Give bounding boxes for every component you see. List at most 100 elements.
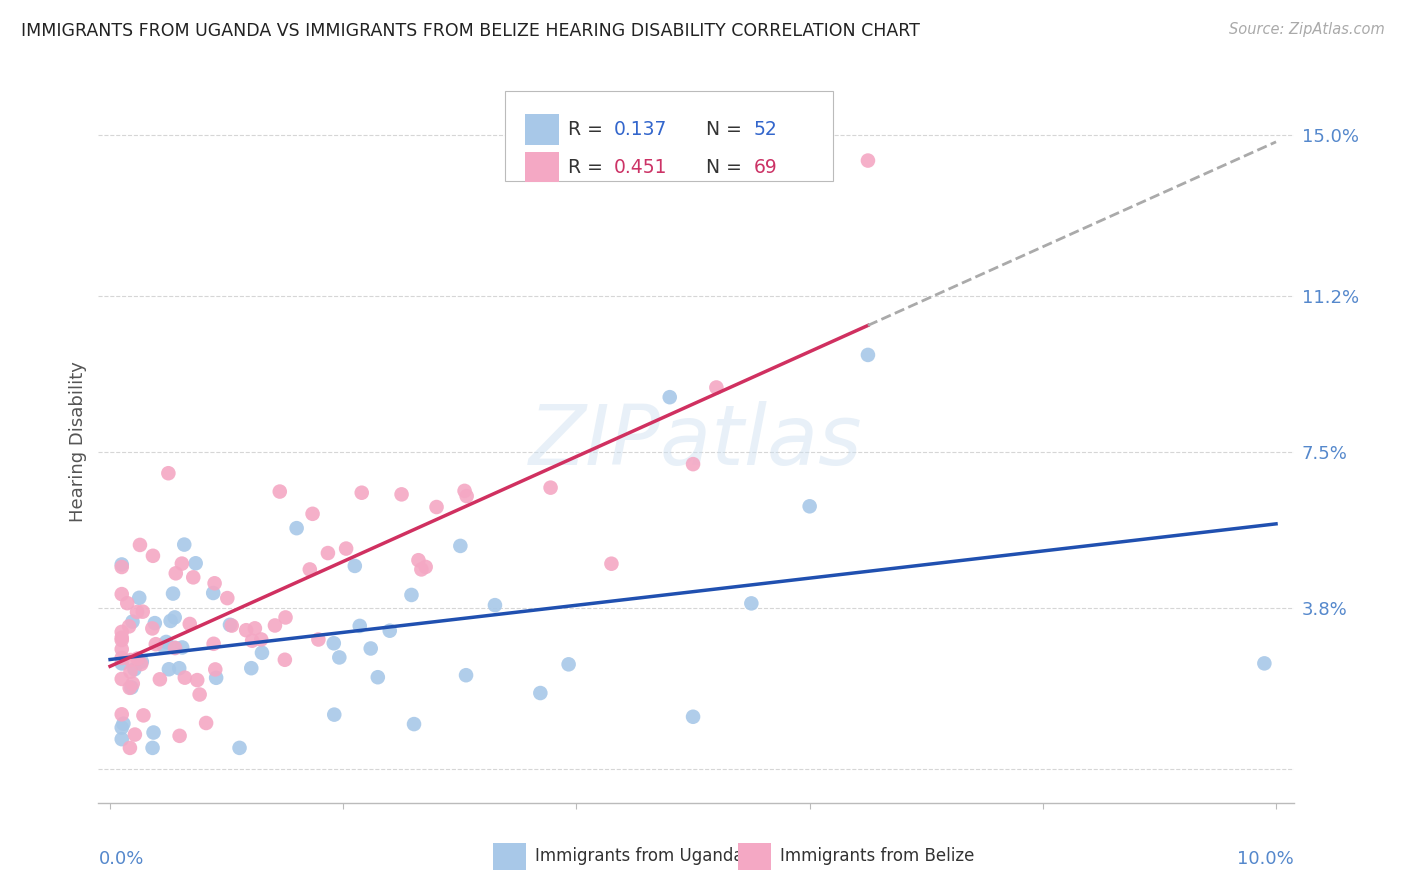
Point <box>129 657 152 671</box>
Point <box>157 662 180 676</box>
FancyBboxPatch shape <box>505 91 834 181</box>
Point <box>217 591 239 606</box>
Point <box>128 591 150 605</box>
Point <box>240 661 263 675</box>
Point <box>172 640 194 655</box>
Text: 0.0%: 0.0% <box>98 850 143 868</box>
Point <box>335 541 357 556</box>
Text: 69: 69 <box>754 158 778 177</box>
Point <box>415 560 437 574</box>
Point <box>328 650 350 665</box>
Point <box>121 615 143 629</box>
Point <box>153 640 176 654</box>
Point <box>157 467 180 481</box>
Point <box>250 646 273 660</box>
Text: R =: R = <box>568 120 609 139</box>
Point <box>316 546 339 560</box>
Point <box>111 624 134 639</box>
Point <box>181 570 204 584</box>
Point <box>274 610 297 624</box>
Point <box>165 566 187 581</box>
Point <box>142 549 165 563</box>
Point <box>118 681 141 695</box>
Point <box>112 716 135 731</box>
Point <box>143 616 166 631</box>
Point <box>142 740 165 755</box>
Point <box>195 716 218 731</box>
Point <box>111 631 134 645</box>
Text: N =: N = <box>706 120 748 139</box>
Point <box>205 671 228 685</box>
Point <box>682 710 704 724</box>
Point <box>120 665 142 679</box>
Point <box>449 539 471 553</box>
Point <box>682 457 704 471</box>
Point <box>235 624 257 638</box>
Point <box>219 617 242 632</box>
Point <box>155 635 177 649</box>
Point <box>856 153 879 168</box>
Point <box>111 657 134 671</box>
Point <box>118 619 141 633</box>
Point <box>149 673 172 687</box>
Text: 10.0%: 10.0% <box>1237 850 1294 868</box>
Point <box>204 662 226 676</box>
Point <box>349 619 371 633</box>
Point <box>285 521 308 535</box>
Point <box>170 557 193 571</box>
Point <box>129 538 152 552</box>
Point <box>204 576 226 591</box>
Point <box>169 729 191 743</box>
Text: Source: ZipAtlas.com: Source: ZipAtlas.com <box>1229 22 1385 37</box>
Point <box>179 617 201 632</box>
Point <box>142 725 165 739</box>
Point <box>145 637 167 651</box>
Point <box>401 588 423 602</box>
Point <box>298 562 321 576</box>
Point <box>184 556 207 570</box>
Point <box>202 637 225 651</box>
Y-axis label: Hearing Disability: Hearing Disability <box>69 361 87 522</box>
Text: N =: N = <box>706 158 748 177</box>
Point <box>111 560 134 574</box>
Text: 0.137: 0.137 <box>613 120 666 139</box>
FancyBboxPatch shape <box>494 843 526 870</box>
Point <box>186 673 208 687</box>
Point <box>124 662 146 676</box>
Point <box>456 489 478 503</box>
Point <box>167 661 190 675</box>
Point <box>250 632 273 647</box>
FancyBboxPatch shape <box>738 843 772 870</box>
Point <box>221 618 243 632</box>
Point <box>131 655 153 669</box>
Point <box>402 717 425 731</box>
Point <box>124 727 146 741</box>
FancyBboxPatch shape <box>524 114 558 145</box>
Point <box>350 485 373 500</box>
Point <box>367 670 389 684</box>
Point <box>799 500 821 514</box>
Point <box>121 676 143 690</box>
Point <box>111 721 134 735</box>
Point <box>600 557 623 571</box>
Point <box>228 740 250 755</box>
Point <box>408 553 430 567</box>
Point <box>240 633 263 648</box>
Point <box>111 558 134 572</box>
Point <box>411 562 433 576</box>
Point <box>173 538 195 552</box>
Text: ZIPatlas: ZIPatlas <box>529 401 863 482</box>
Point <box>111 732 134 747</box>
Point <box>557 657 579 672</box>
Point <box>132 605 155 619</box>
Point <box>111 672 134 686</box>
Point <box>425 500 447 514</box>
Point <box>118 740 141 755</box>
Point <box>706 380 728 394</box>
Point <box>323 707 346 722</box>
Text: 52: 52 <box>754 120 778 139</box>
FancyBboxPatch shape <box>524 152 558 182</box>
Point <box>111 587 134 601</box>
Text: Immigrants from Uganda: Immigrants from Uganda <box>534 847 744 865</box>
Point <box>391 487 413 501</box>
